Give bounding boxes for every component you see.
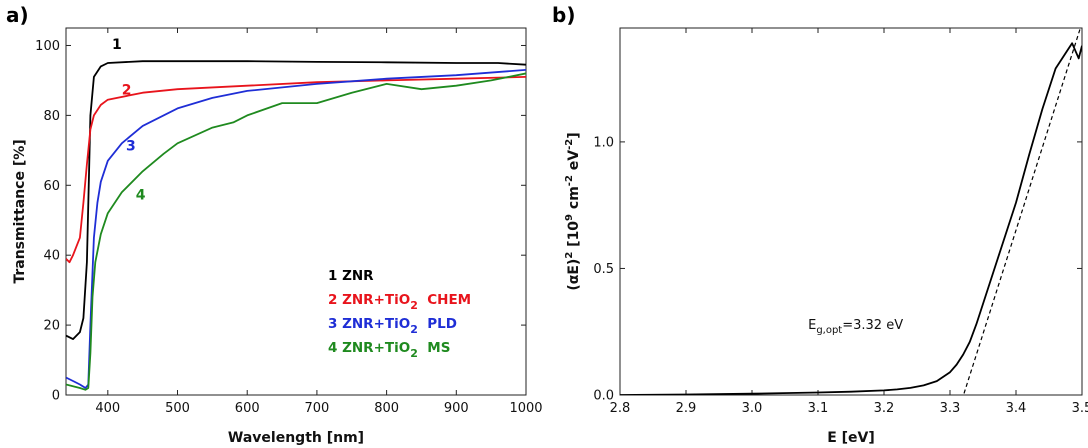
x-tick-label: 3.3 (940, 401, 961, 416)
y-label-text: [10 (566, 221, 582, 252)
annotation-text: E (808, 318, 816, 333)
y-label-superscript: -2 (564, 139, 575, 150)
legend-text: 1 ZNR (328, 268, 374, 284)
legend-text: 3 ZNR+TiO (328, 316, 410, 332)
x-axis-label: Wavelength [nm] (228, 430, 364, 446)
plot-frame (619, 27, 1083, 396)
panel-b: 2.8 2.9 3.0 3.1 3.2 3.3 3.4 3.5 0.0 0.5 1.0 E [eV] (… (552, 3, 1088, 446)
legend-entry-4: 4 ZNR+TiO2 MS (328, 340, 450, 360)
y-tick-label: 0.0 (593, 389, 614, 404)
curve-label-3: 3 (126, 138, 136, 154)
legend-entry-1: 1 ZNR (328, 268, 374, 284)
panel-label-b: b) (552, 3, 575, 27)
curve-label-4: 4 (136, 187, 146, 203)
y-label-superscript: 9 (564, 214, 575, 221)
y-label-text: ] (566, 132, 582, 138)
y-tick-label: 0 (52, 389, 60, 404)
y-tick-label: 0.5 (593, 262, 614, 277)
legend-suffix: CHEM (418, 292, 471, 308)
curve-label-1: 1 (112, 37, 122, 53)
series-line-1 (66, 60, 526, 340)
y-tick-label: 60 (43, 179, 60, 194)
x-tick-label: 1000 (509, 401, 542, 416)
x-tick-label: 500 (165, 401, 190, 416)
x-tick-label: 600 (235, 401, 260, 416)
y-axis-label: Transmittance [%] (12, 139, 28, 283)
series-line-2 (66, 76, 526, 264)
series-line-3 (66, 69, 526, 389)
y-tick-label: 1.0 (593, 135, 614, 150)
x-tick-label: 900 (444, 401, 469, 416)
x-tick-label: 3.1 (808, 401, 829, 416)
x-tick-label: 2.8 (610, 401, 631, 416)
series-line-4 (66, 72, 526, 391)
y-tick-label: 20 (43, 319, 60, 334)
legend-entry-2: 2 ZNR+TiO2 CHEM (328, 292, 471, 312)
legend-suffix: MS (418, 340, 451, 356)
legend-entry-3: 3 ZNR+TiO2 PLD (328, 316, 457, 336)
legend-text: 4 ZNR+TiO (328, 340, 410, 356)
x-tick-label: 3.0 (742, 401, 763, 416)
y-label-superscript: 2 (564, 252, 575, 259)
x-tick-label: 3.2 (874, 401, 895, 416)
plot-frame (65, 27, 527, 396)
x-tick-label: 800 (374, 401, 399, 416)
legend-subscript: 2 (410, 323, 418, 336)
annotation-subscript: g,opt (816, 325, 842, 336)
series-line-fit (962, 28, 1082, 395)
legend-text: 2 ZNR+TiO (328, 292, 410, 308)
y-axis-label: (αE)2 [109 cm-2 eV-2] (564, 132, 582, 290)
x-tick-label: 3.4 (1006, 401, 1027, 416)
legend-suffix: PLD (418, 316, 457, 332)
x-tick-label: 700 (304, 401, 329, 416)
bandgap-annotation: Eg,opt=3.32 eV (808, 318, 903, 336)
annotation-value: =3.32 eV (842, 318, 903, 333)
x-axis-label: E [eV] (827, 430, 875, 446)
y-label-text: (αE) (566, 259, 582, 291)
x-tick-label: 400 (95, 401, 120, 416)
x-tick-label: 2.9 (676, 401, 697, 416)
series-line-data (620, 42, 1082, 395)
y-tick-label: 40 (43, 249, 60, 264)
y-tick-label: 80 (43, 109, 60, 124)
legend-subscript: 2 (410, 347, 418, 360)
curve-label-2: 2 (122, 82, 132, 98)
y-label-text: cm (566, 186, 582, 214)
y-tick-label: 100 (35, 39, 60, 54)
panel-label-a: a) (6, 3, 29, 27)
legend-subscript: 2 (410, 299, 418, 312)
panel-a: 400 500 600 700 800 900 1000 0 20 40 60 80 100 Wavele… (6, 3, 543, 446)
y-label-superscript: -2 (564, 175, 575, 186)
y-label-text: eV (566, 150, 582, 175)
x-tick-label: 3.5 (1072, 401, 1088, 416)
